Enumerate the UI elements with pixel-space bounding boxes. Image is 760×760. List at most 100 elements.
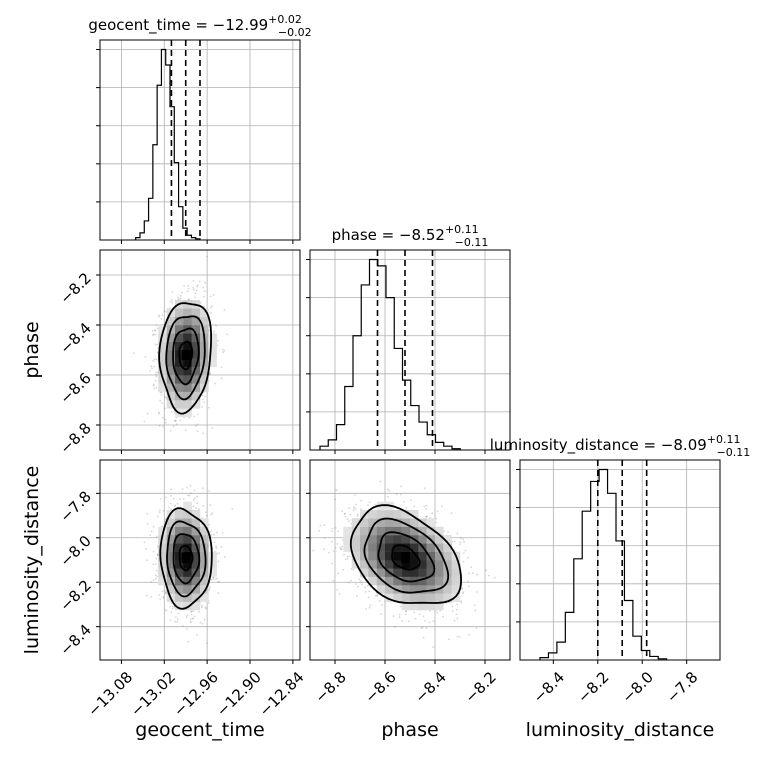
sample-point <box>198 508 200 511</box>
density-cell <box>183 585 192 594</box>
sample-point <box>461 587 464 589</box>
sample-point <box>435 521 437 524</box>
sample-point <box>399 493 402 496</box>
density-cell <box>191 601 201 611</box>
histogram-phase <box>319 258 461 450</box>
sample-point <box>154 563 157 566</box>
sample-point <box>196 633 198 636</box>
sample-point <box>164 590 167 592</box>
density-cell <box>183 316 192 326</box>
sample-point <box>192 280 195 282</box>
sample-point <box>156 545 159 548</box>
sample-point <box>158 594 161 596</box>
sample-point <box>222 351 225 354</box>
sample-point <box>453 540 456 543</box>
density-cell <box>191 391 201 401</box>
density-cell <box>158 366 167 376</box>
sample-point <box>170 411 173 413</box>
sample-point <box>388 489 391 492</box>
sample-point <box>462 552 465 555</box>
sample-point <box>157 314 160 317</box>
density-cell <box>191 400 201 409</box>
sample-point <box>359 580 362 582</box>
sample-point <box>456 603 459 606</box>
sample-point <box>155 358 158 361</box>
sample-point <box>152 384 155 387</box>
density-cell <box>200 526 209 536</box>
sample-point <box>201 487 204 490</box>
sample-point <box>146 412 149 415</box>
sample-point <box>187 287 190 290</box>
sample-point <box>212 576 215 579</box>
sample-point <box>210 579 213 581</box>
sample-point <box>208 372 211 375</box>
density-cell <box>208 341 217 351</box>
density-cell <box>191 551 201 561</box>
sample-point <box>366 584 369 587</box>
sample-point <box>196 495 199 498</box>
sample-point <box>177 612 180 615</box>
sample-point <box>187 284 190 287</box>
density-cell <box>200 325 209 334</box>
sample-point <box>156 343 159 346</box>
sample-point <box>204 281 207 284</box>
sample-point <box>175 419 177 422</box>
sample-point <box>410 499 412 502</box>
density-cell <box>191 510 201 519</box>
sample-point <box>401 620 404 622</box>
sample-point <box>423 487 426 490</box>
density-cell <box>191 585 201 594</box>
sample-point <box>171 605 174 608</box>
sample-point <box>180 294 182 297</box>
sample-point <box>413 505 416 508</box>
sample-point <box>170 488 173 491</box>
sample-point <box>205 514 208 517</box>
sample-point <box>356 515 359 517</box>
sample-point <box>161 314 164 317</box>
density-cell <box>158 543 167 552</box>
sample-point <box>338 593 341 595</box>
sample-point <box>193 489 196 492</box>
density-cell <box>166 535 176 544</box>
sample-point <box>379 480 382 483</box>
sample-point <box>213 330 216 333</box>
sample-point <box>402 501 405 503</box>
sample-point <box>459 543 461 545</box>
sample-point <box>447 531 449 533</box>
histogram-geocent_time <box>135 48 201 240</box>
sample-point <box>208 588 211 591</box>
sample-point <box>179 498 181 501</box>
density-cell <box>200 551 209 561</box>
sample-point <box>220 546 223 548</box>
density-cell <box>200 560 209 569</box>
density-cell <box>183 383 192 392</box>
sample-point <box>155 324 158 326</box>
density-cell <box>166 383 176 392</box>
sample-point <box>186 486 188 489</box>
sample-point <box>202 286 205 289</box>
sample-point <box>216 339 219 342</box>
sample-point <box>165 592 167 594</box>
density-cell <box>191 576 201 586</box>
sample-point <box>364 591 367 593</box>
sample-point <box>165 473 167 475</box>
sample-point <box>425 515 428 518</box>
sample-point <box>346 518 349 521</box>
density-cell <box>166 341 176 351</box>
sample-point <box>451 610 454 612</box>
sample-point <box>468 572 470 575</box>
sample-point <box>487 574 490 577</box>
density-cell <box>183 576 192 586</box>
sample-point <box>211 305 213 307</box>
sample-point <box>162 596 165 599</box>
sample-point <box>429 609 431 612</box>
sample-point <box>208 406 210 409</box>
density-cell <box>175 308 184 317</box>
density-cell <box>191 543 201 552</box>
sample-point <box>150 530 153 533</box>
sample-point <box>156 327 159 330</box>
sample-point <box>189 618 192 621</box>
density-cell <box>200 593 209 602</box>
density-cell <box>166 366 176 376</box>
